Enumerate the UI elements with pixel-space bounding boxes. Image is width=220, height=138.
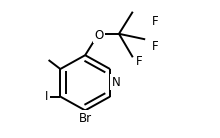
Text: O: O (94, 29, 104, 42)
Text: F: F (136, 55, 143, 68)
Text: F: F (151, 40, 158, 53)
Text: I: I (45, 90, 48, 103)
Text: Br: Br (79, 112, 92, 125)
Text: F: F (151, 15, 158, 28)
Text: N: N (112, 76, 121, 89)
